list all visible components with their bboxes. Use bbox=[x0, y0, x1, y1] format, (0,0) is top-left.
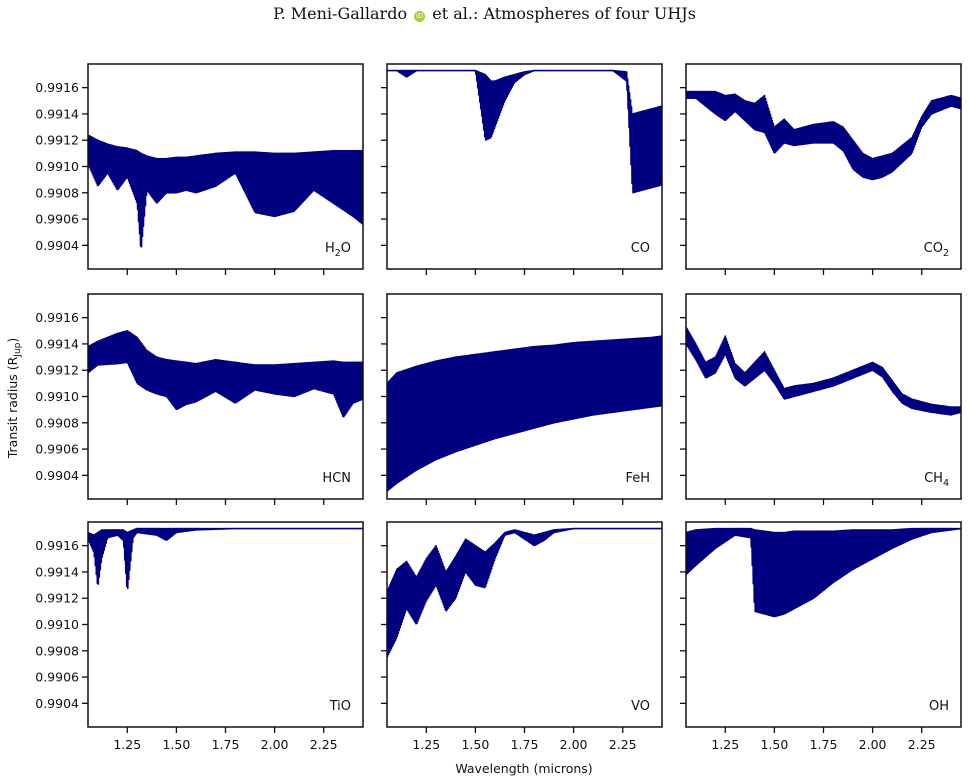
molecule-label: CO bbox=[631, 241, 650, 256]
series-vo bbox=[387, 527, 662, 658]
x-tick-label: 1.50 bbox=[162, 737, 190, 752]
y-tick-label: 0.9904 bbox=[35, 238, 79, 253]
y-tick-label: 0.9904 bbox=[35, 468, 79, 483]
x-tick-label: 2.00 bbox=[261, 737, 289, 752]
y-tick-label: 0.9904 bbox=[35, 696, 79, 711]
x-tick-label: 1.75 bbox=[212, 737, 240, 752]
y-tick-label: 0.9914 bbox=[35, 336, 79, 351]
x-tick-label: 2.00 bbox=[560, 737, 588, 752]
series-tio bbox=[88, 527, 363, 590]
x-tick-label: 1.75 bbox=[810, 737, 838, 752]
header-title: et al.: Atmospheres of four UHJs bbox=[432, 4, 696, 23]
x-tick-label: 2.00 bbox=[859, 737, 887, 752]
panel-h2o: 0.9904 0.9906 0.9908 0.9910 0.9912 0.9914 0.99… bbox=[35, 63, 364, 275]
y-tick-label: 0.9906 bbox=[35, 670, 79, 685]
y-tick-label: 0.9916 bbox=[35, 80, 79, 95]
x-tick-label: 2.25 bbox=[908, 737, 936, 752]
x-tick-label: 1.25 bbox=[711, 737, 739, 752]
page-header: P. Meni-Gallardo iD et al.: Atmospheres … bbox=[0, 4, 969, 23]
y-tick-label: 0.9912 bbox=[35, 363, 79, 378]
molecule-label: OH bbox=[929, 699, 949, 714]
y-tick-label: 0.9906 bbox=[35, 212, 79, 227]
panel-vo: 1.25 1.50 1.75 2.00 2.25 VO bbox=[381, 521, 663, 752]
panel-tio: 1.25 1.50 1.75 2.00 2.25 0.9904 0.9906 0.9908 0.… bbox=[35, 521, 364, 752]
molecule-label: VO bbox=[631, 699, 650, 714]
panel-co2: CO2 bbox=[680, 63, 962, 275]
series-hcn bbox=[88, 329, 363, 418]
panel-co: CO bbox=[381, 63, 663, 275]
y-tick-label: 0.9914 bbox=[35, 564, 79, 579]
series-h2o bbox=[88, 134, 363, 248]
panel-hcn: 0.9904 0.9906 0.9908 0.9910 0.9912 0.9914 0.99… bbox=[35, 293, 364, 505]
header-author: P. Meni-Gallardo bbox=[273, 4, 408, 23]
y-tick-label: 0.9916 bbox=[35, 538, 79, 553]
molecule-label: TiO bbox=[329, 699, 351, 714]
panel-feh: FeH bbox=[381, 293, 663, 505]
x-tick-label: 2.25 bbox=[310, 737, 338, 752]
y-axis-label: Transit radius (RJup) bbox=[5, 338, 23, 460]
series-oh bbox=[686, 527, 961, 618]
y-tick-label: 0.9906 bbox=[35, 442, 79, 457]
x-tick-label: 2.25 bbox=[609, 737, 637, 752]
series-ch4 bbox=[686, 326, 961, 416]
molecule-label: CH4 bbox=[924, 471, 949, 489]
series-feh bbox=[387, 335, 662, 492]
y-tick-label: 0.9912 bbox=[35, 591, 79, 606]
x-tick-label: 1.50 bbox=[461, 737, 489, 752]
molecule-label: H2O bbox=[325, 241, 351, 259]
molecule-label: FeH bbox=[625, 471, 650, 486]
y-tick-label: 0.9916 bbox=[35, 310, 79, 325]
series-co2 bbox=[686, 90, 961, 181]
y-tick-label: 0.9914 bbox=[35, 106, 79, 121]
x-tick-label: 1.75 bbox=[511, 737, 539, 752]
panel-ch4: CH4 bbox=[680, 293, 962, 505]
axes-frame bbox=[386, 521, 663, 728]
molecule-label: HCN bbox=[322, 471, 351, 486]
x-axis-label: Wavelength (microns) bbox=[455, 761, 592, 776]
orcid-icon[interactable]: iD bbox=[414, 11, 426, 22]
panel-oh: 1.25 1.50 1.75 2.00 2.25 OH bbox=[680, 521, 962, 752]
x-tick-label: 1.50 bbox=[760, 737, 788, 752]
y-tick-label: 0.9908 bbox=[35, 415, 79, 430]
axes-frame bbox=[386, 63, 663, 270]
y-tick-label: 0.9912 bbox=[35, 133, 79, 148]
series-co bbox=[387, 69, 662, 194]
axes-frame bbox=[685, 293, 962, 500]
y-tick-label: 0.9908 bbox=[35, 185, 79, 200]
y-tick-label: 0.9910 bbox=[35, 389, 79, 404]
x-tick-label: 1.25 bbox=[113, 737, 141, 752]
x-tick-label: 1.25 bbox=[412, 737, 440, 752]
y-tick-label: 0.9908 bbox=[35, 643, 79, 658]
y-tick-label: 0.9910 bbox=[35, 159, 79, 174]
molecule-label: CO2 bbox=[924, 241, 949, 259]
y-tick-label: 0.9910 bbox=[35, 617, 79, 632]
